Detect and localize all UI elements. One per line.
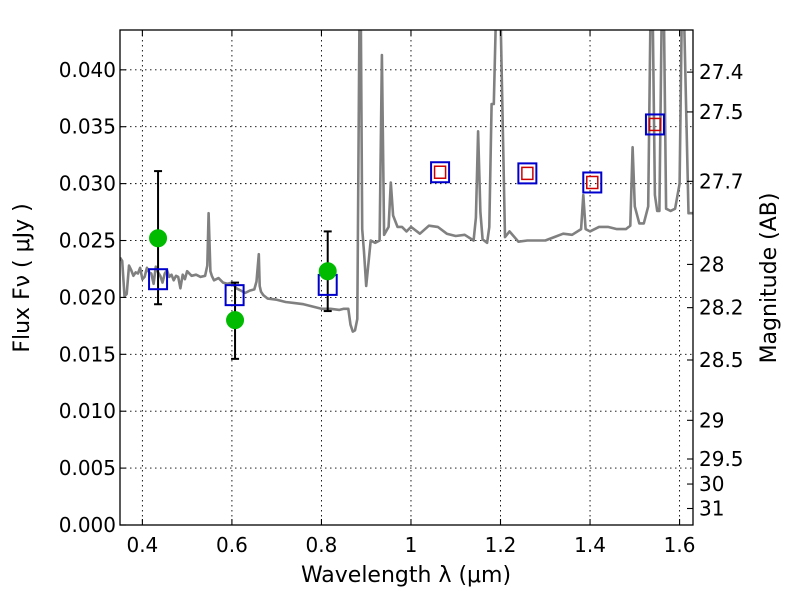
model-photometry-square (644, 113, 665, 136)
mag-tick-label: 30 (699, 472, 724, 496)
y-tick-label: 0.020 (59, 285, 116, 309)
model-photometry-inner-square (433, 165, 447, 179)
y-tick-label: 0.035 (59, 115, 116, 139)
mag-tick-label: 27.7 (699, 169, 744, 193)
x-tick-label: 1.6 (664, 533, 696, 557)
y-tick-label: 0.040 (59, 58, 116, 82)
axis-ticks: 0.4 0.6 0.8 1 1.2 1.4 1.6 0.000 0.005 0.010 0.015 0… (59, 30, 744, 557)
y-tick-label: 0.015 (59, 342, 116, 366)
mag-tick-label: 28.5 (699, 348, 744, 372)
mag-tick-label: 28 (699, 252, 724, 276)
mag-tick-label: 29.5 (699, 447, 744, 471)
x-tick-label: 1.4 (574, 533, 606, 557)
mag-tick-label: 31 (699, 497, 724, 521)
mag-tick-label: 28.2 (699, 296, 744, 320)
x-tick-label: 0.8 (306, 533, 338, 557)
model-photometry-square (430, 161, 451, 184)
plot-frame (119, 29, 694, 526)
y-tick-label: 0.005 (59, 456, 116, 480)
y2-axis-title: Magnitude (AB) (757, 193, 782, 364)
x-tick-label: 0.4 (126, 533, 158, 557)
plot-area (120, 30, 693, 360)
model-photometry-square (224, 284, 245, 307)
model-photometry-inner-square (586, 175, 599, 190)
mag-tick-label: 27.4 (699, 60, 744, 84)
grid-lines (120, 30, 693, 526)
y-tick-label: 0.030 (59, 172, 116, 196)
observed-flux-point (318, 262, 337, 281)
observed-flux-point (226, 311, 245, 330)
mag-tick-label: 27.5 (699, 100, 744, 124)
y-tick-label: 0.025 (59, 229, 116, 253)
x-tick-label: 0.6 (216, 533, 248, 557)
model-photometry-square (517, 162, 538, 185)
model-photometry-inner-square (521, 166, 534, 181)
x-axis-title: Wavelength λ (μm) (301, 563, 511, 588)
model-photometry-square (582, 171, 603, 194)
y-tick-label: 0.000 (59, 513, 116, 537)
mag-tick-label: 29 (699, 408, 724, 432)
x-tick-label: 1.2 (485, 533, 517, 557)
y-axis-title: Flux Fν ( μJy ) (10, 203, 35, 352)
y-tick-label: 0.010 (59, 399, 116, 423)
x-tick-label: 1 (405, 533, 418, 557)
model-spectrum-line (120, 30, 693, 333)
observed-flux-point (149, 229, 168, 248)
model-photometry-inner-square (648, 117, 662, 132)
model-photometry-square (148, 268, 169, 291)
